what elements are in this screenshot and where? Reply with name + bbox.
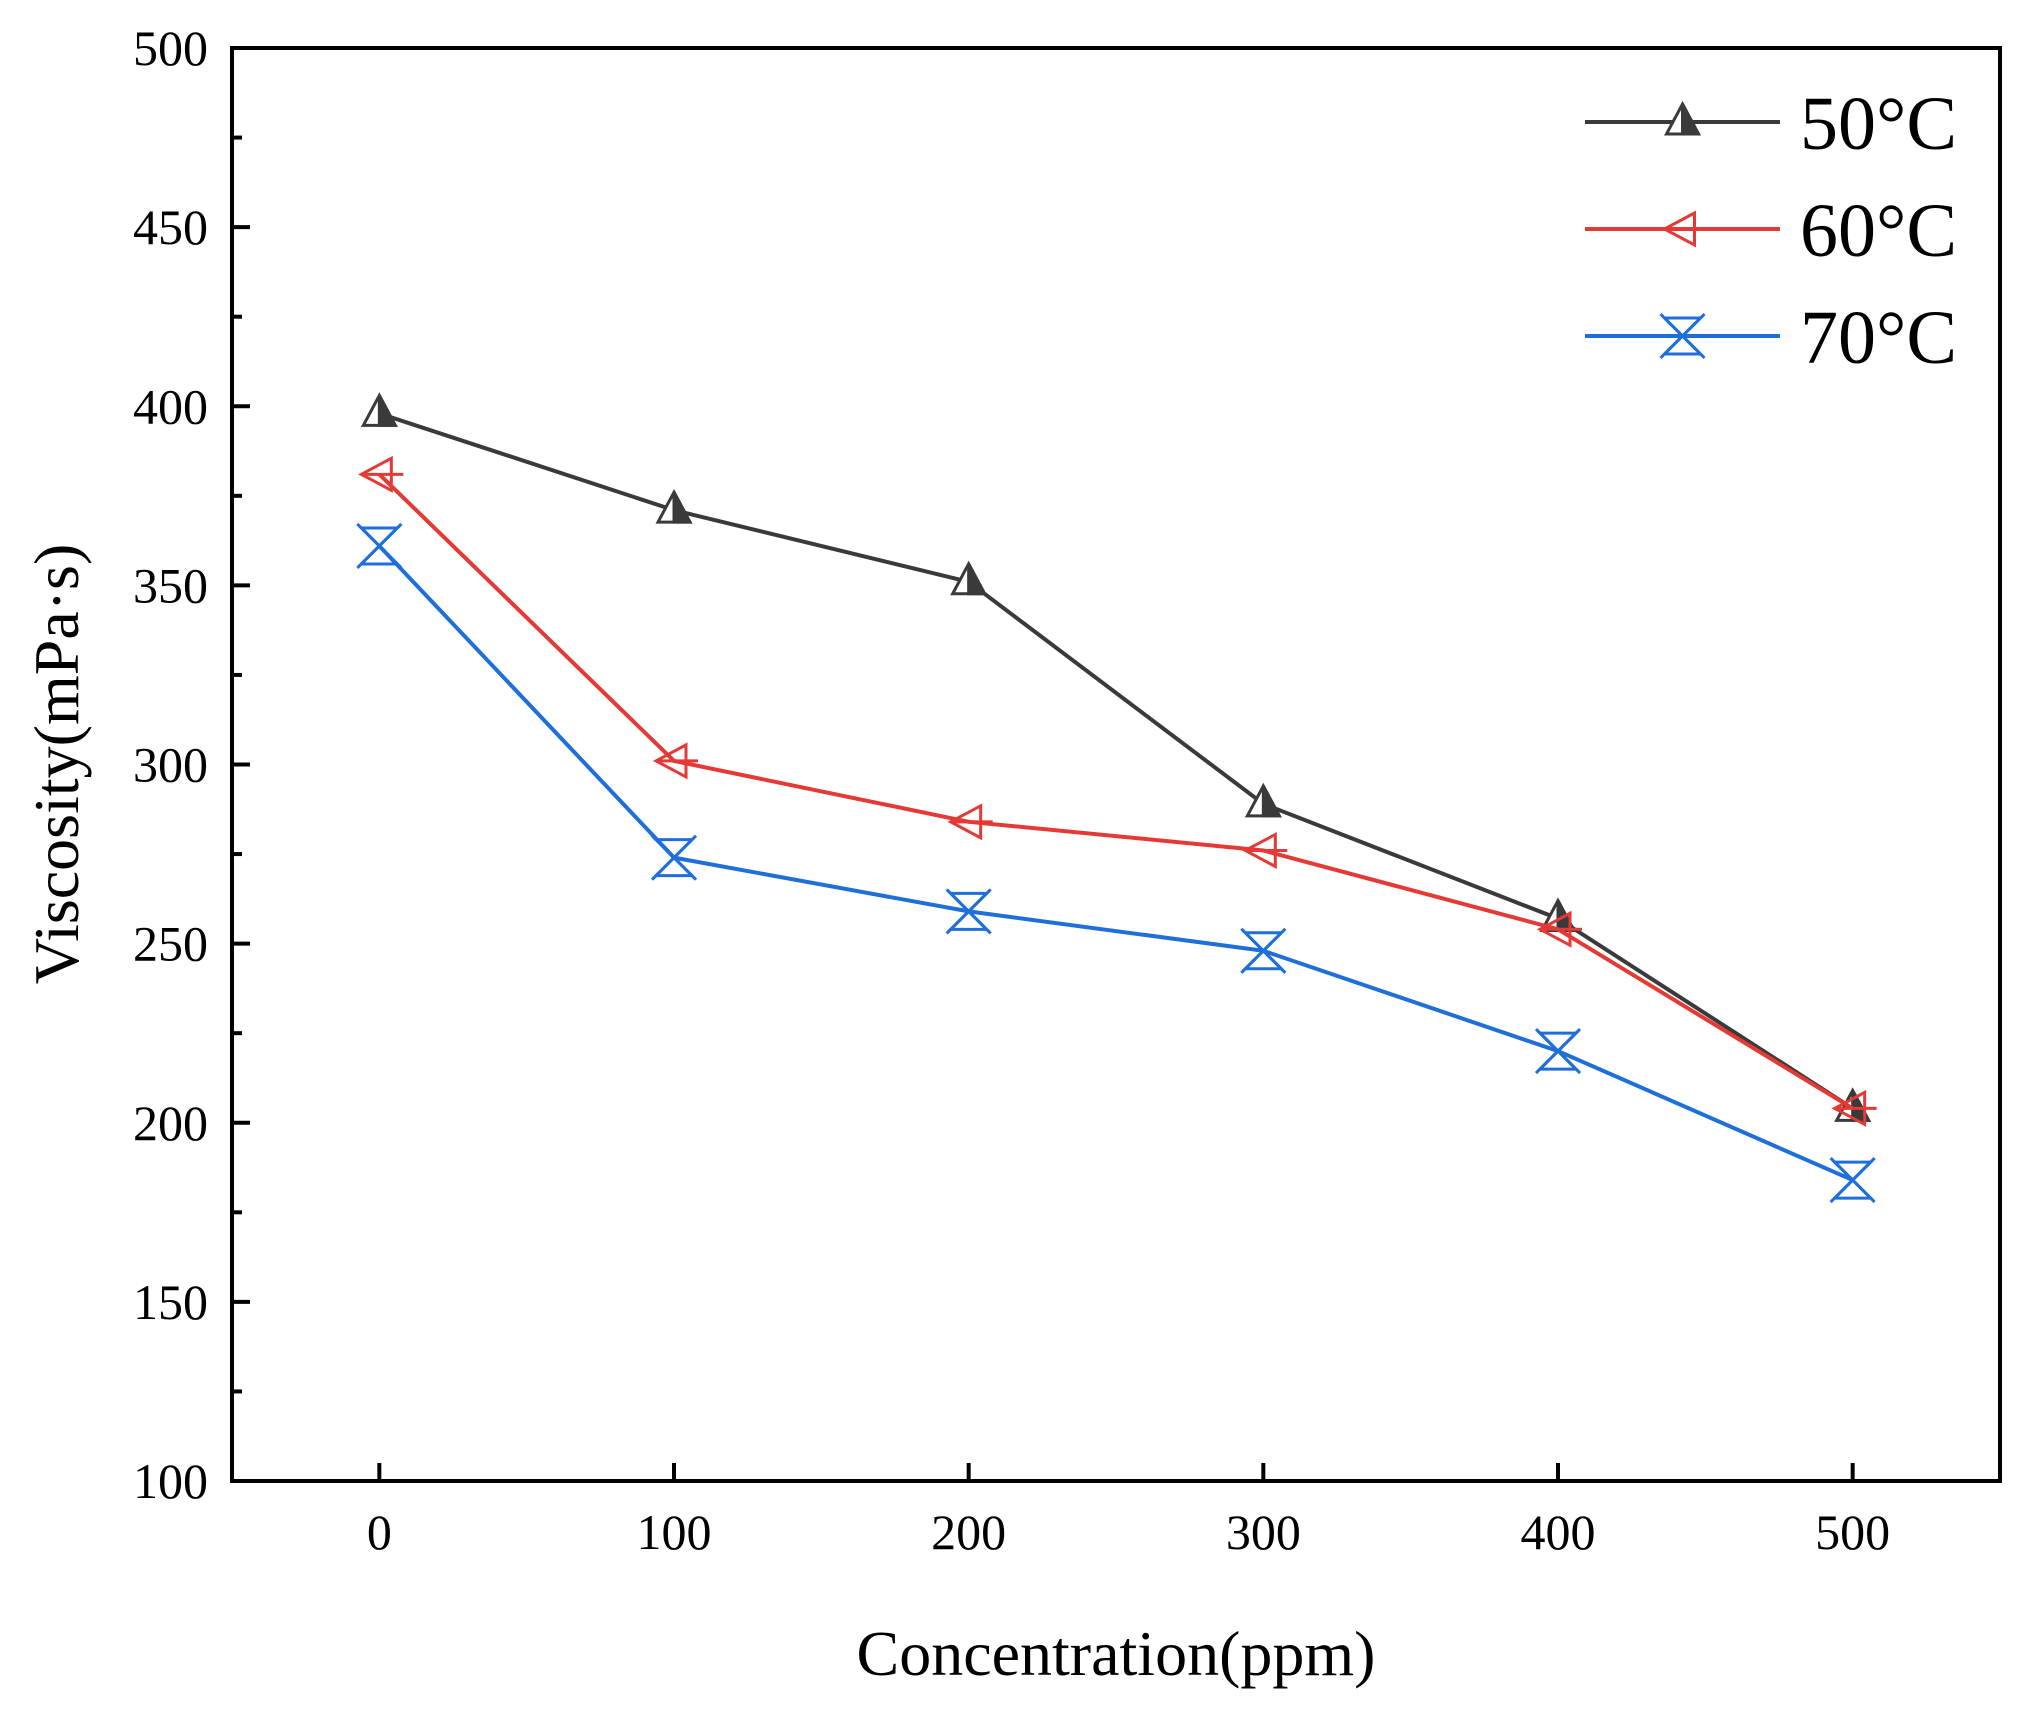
data-point bbox=[652, 742, 698, 780]
data-point bbox=[358, 455, 404, 493]
y-tick-label: 300 bbox=[133, 737, 208, 793]
x-tick-label: 100 bbox=[637, 1504, 712, 1560]
marker-fill bbox=[1681, 103, 1701, 136]
marker-stroke bbox=[356, 522, 403, 570]
data-point bbox=[650, 834, 698, 881]
marker-stroke bbox=[1534, 1028, 1582, 1075]
marker-stroke bbox=[1659, 312, 1706, 360]
marker-fill bbox=[672, 491, 693, 524]
legend-item: 60°C bbox=[1585, 189, 1957, 273]
x-tick-label: 0 bbox=[367, 1504, 392, 1560]
plot-frame bbox=[230, 46, 2002, 1483]
data-point bbox=[1536, 910, 1582, 948]
series-line bbox=[377, 472, 1854, 1111]
marker-stroke bbox=[1240, 927, 1287, 974]
x-tick-label: 500 bbox=[1815, 1504, 1890, 1560]
legend-item: 50°C bbox=[1585, 82, 1957, 166]
x-tick-label: 200 bbox=[931, 1504, 1006, 1560]
series-line bbox=[378, 411, 1854, 1111]
y-tick-label: 250 bbox=[133, 916, 208, 972]
data-point bbox=[950, 560, 988, 596]
y-tick-label: 500 bbox=[133, 20, 208, 76]
legend-marker bbox=[1661, 210, 1707, 248]
data-point bbox=[1534, 1028, 1582, 1075]
y-tick-label: 450 bbox=[133, 199, 208, 255]
series-line bbox=[377, 544, 1854, 1182]
data-point bbox=[1831, 1089, 1877, 1127]
series-0 bbox=[360, 392, 1872, 1122]
x-tick-label: 300 bbox=[1226, 1504, 1301, 1560]
data-point bbox=[360, 392, 398, 427]
series-1 bbox=[358, 455, 1877, 1127]
y-axis-title: Viscosity(mPa·s) bbox=[21, 544, 92, 985]
marker-fill bbox=[377, 394, 398, 427]
marker-stroke bbox=[1829, 1157, 1876, 1204]
legend-label: 70°C bbox=[1800, 296, 1957, 380]
data-point bbox=[945, 888, 992, 935]
data-point bbox=[1244, 782, 1282, 818]
x-axis-title: Concentration(ppm) bbox=[857, 1618, 1376, 1689]
series-2 bbox=[356, 522, 1876, 1204]
data-point bbox=[356, 522, 403, 570]
marker-fill bbox=[967, 563, 988, 596]
y-tick-label: 100 bbox=[133, 1453, 208, 1509]
legend-marker bbox=[1659, 312, 1706, 360]
marker-stroke bbox=[650, 834, 698, 881]
data-point bbox=[947, 803, 993, 841]
y-tick-label: 200 bbox=[133, 1095, 208, 1151]
marker-stroke bbox=[945, 888, 992, 935]
y-tick-label: 400 bbox=[133, 378, 208, 434]
data-point bbox=[1242, 831, 1288, 869]
marker-fill bbox=[1261, 785, 1282, 818]
x-tick-label: 400 bbox=[1521, 1504, 1596, 1560]
legend-label: 50°C bbox=[1800, 82, 1957, 166]
data-point bbox=[1240, 927, 1287, 974]
legend-item: 70°C bbox=[1585, 296, 1957, 380]
y-tick-label: 150 bbox=[133, 1274, 208, 1330]
legend-marker bbox=[1664, 100, 1701, 136]
legend-label: 60°C bbox=[1800, 189, 1957, 273]
data-point bbox=[1829, 1157, 1876, 1204]
y-tick-label: 350 bbox=[133, 557, 208, 613]
data-point bbox=[655, 488, 693, 524]
